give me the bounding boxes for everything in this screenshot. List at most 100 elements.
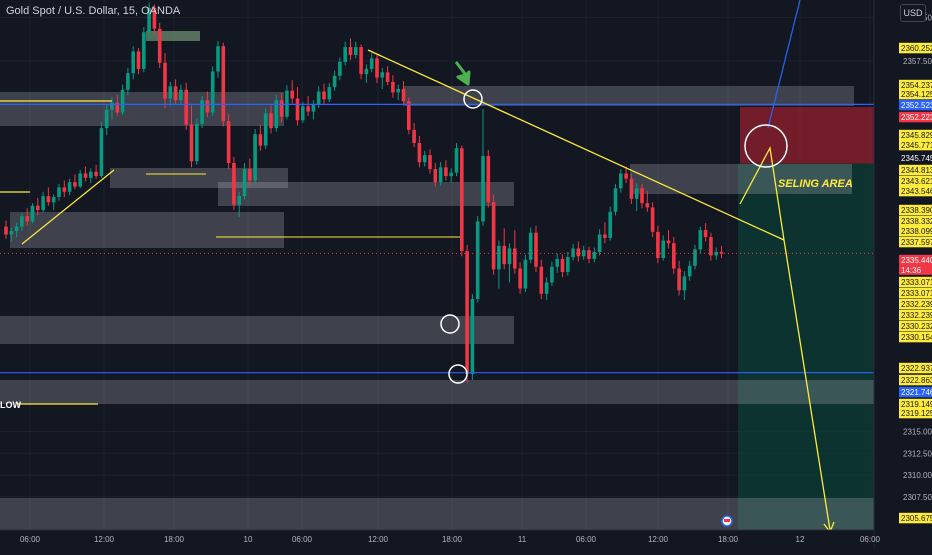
x-tick-label: 06:00 <box>292 535 313 544</box>
price-label-badge <box>899 129 932 141</box>
candle-body <box>9 231 14 235</box>
price-label-badge <box>899 362 932 374</box>
x-tick-label: 18:00 <box>442 535 463 544</box>
candle-body <box>465 251 469 374</box>
candle-body <box>343 47 347 62</box>
supply-demand-zone <box>404 86 854 106</box>
candle-body <box>46 196 51 203</box>
price-label-badge <box>899 386 932 398</box>
candle-body <box>709 237 713 256</box>
price-label-badge <box>899 185 932 197</box>
candle-body <box>475 221 480 299</box>
price-label-badge <box>899 99 932 111</box>
price-label-value: 2330.154 <box>901 333 932 342</box>
candle-body <box>354 47 358 55</box>
time-axis-background <box>0 530 874 550</box>
candle-body <box>364 68 369 75</box>
candle-body <box>539 266 544 294</box>
y-tick-label: 2357.500 <box>903 57 932 66</box>
candle-body <box>634 188 639 199</box>
price-label-value: 2343.546 <box>901 187 932 196</box>
price-label-badge <box>899 204 932 216</box>
candle-body <box>94 171 98 177</box>
candle-body <box>83 173 88 178</box>
price-label-value: 2352.223 <box>901 113 932 122</box>
candle-body <box>285 90 289 117</box>
x-tick-label: 12:00 <box>648 535 669 544</box>
touch-circle-2 <box>440 314 460 334</box>
candle-body <box>401 88 406 102</box>
x-tick-label: 12:00 <box>94 535 115 544</box>
candle-body <box>73 182 77 187</box>
candle-body <box>110 102 114 110</box>
price-label-value: 2305.675 <box>901 514 932 523</box>
price-label-value: 2354.237 <box>901 81 932 90</box>
supply-demand-zone <box>0 316 514 344</box>
candle-body <box>375 58 379 78</box>
candle-body <box>486 156 491 203</box>
candle-body <box>544 282 549 294</box>
selling-area-label: SELING AREA <box>778 178 853 190</box>
candle-body <box>703 230 708 238</box>
price-label-value: 2333.071 <box>901 289 932 298</box>
candle-body <box>147 7 151 33</box>
candle-body <box>269 113 273 129</box>
candle-body <box>57 187 61 198</box>
candle-body <box>67 182 72 192</box>
candle-body <box>385 72 390 82</box>
candle-body <box>581 250 586 257</box>
supply-demand-zone <box>630 164 852 194</box>
candle-body <box>4 226 8 235</box>
candle-body <box>195 123 199 162</box>
candle-body <box>327 87 332 100</box>
candle-body <box>62 187 67 192</box>
price-label-badge <box>899 175 932 187</box>
supply-demand-zone <box>10 212 284 248</box>
candle-body <box>163 62 167 99</box>
candle-body <box>216 46 220 72</box>
y-tick-label: 2315.000 <box>903 427 932 436</box>
candle-body <box>407 101 411 130</box>
price-label-badge <box>899 309 932 321</box>
sell-zone-circle <box>744 124 788 168</box>
price-label-badge <box>899 88 932 100</box>
price-label-badge <box>899 236 932 248</box>
symbol-title[interactable]: Gold Spot / U.S. Dollar, 15, OANDA <box>6 5 181 17</box>
price-label-badge <box>899 152 932 164</box>
candle-body <box>279 100 284 117</box>
candle-body <box>242 169 247 197</box>
price-label-badge <box>899 512 932 524</box>
candle-body <box>306 106 310 112</box>
y-tick-label: 2310.000 <box>903 471 932 480</box>
time-axis[interactable]: 06:00 12:00 18:00 10 06:00 12:00 18:00 11 06:00 1… <box>0 529 881 550</box>
candle-body <box>36 205 40 211</box>
candle-body <box>645 203 650 208</box>
candle-body <box>502 245 506 265</box>
candle-body <box>205 100 210 113</box>
currency-button[interactable]: USD <box>900 4 926 22</box>
supply-demand-zone <box>0 498 874 530</box>
candle-body <box>624 173 628 179</box>
price-label-badge <box>899 225 932 237</box>
candle-body <box>115 102 120 113</box>
candle-body <box>332 75 337 88</box>
x-tick-label: 18:00 <box>164 535 185 544</box>
candle-body <box>497 245 501 270</box>
candle-body <box>253 134 257 181</box>
price-label-value: 2337.597 <box>901 238 932 247</box>
candle-body <box>719 251 724 254</box>
blue-projection-line <box>767 0 801 129</box>
candle-body <box>449 172 453 177</box>
price-label-value: 2338.332 <box>901 217 932 226</box>
candle-body <box>417 142 422 163</box>
price-label-value: 2338.099 <box>901 227 932 236</box>
candle-body <box>629 178 634 199</box>
target-zone <box>738 163 874 530</box>
price-axis[interactable]: 2362.5002357.5002315.0002312.5002310.000… <box>873 0 932 550</box>
ascending-trendline <box>21 169 115 245</box>
supply-demand-zone <box>218 182 514 206</box>
candle-body <box>322 91 326 100</box>
candle-body <box>210 71 215 113</box>
